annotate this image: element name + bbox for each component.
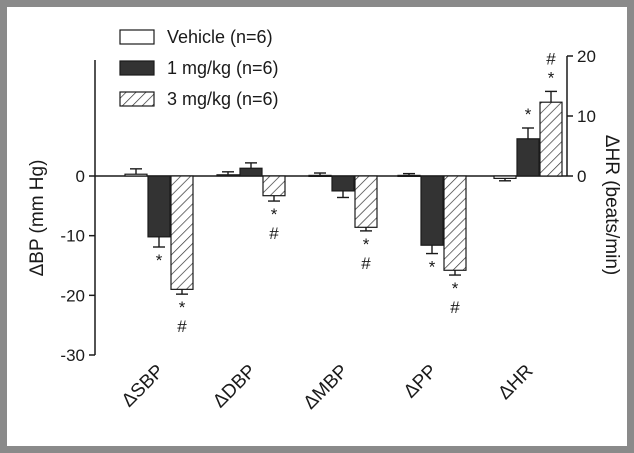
left-axis-tick-label: -20 [60, 286, 85, 305]
legend-swatch [119, 29, 155, 45]
significance-marker: * [548, 68, 555, 87]
category-label: ΔMBP [300, 361, 353, 414]
category-label: ΔHR [494, 361, 537, 404]
significance-marker: * [525, 105, 532, 124]
significance-marker: # [546, 49, 556, 68]
bar [239, 167, 263, 177]
left-axis-tick-label: 0 [76, 167, 85, 186]
left-axis-tick-label: -10 [60, 227, 85, 246]
bar [493, 175, 517, 180]
legend-label: 3 mg/kg (n=6) [167, 89, 279, 109]
legend-swatch [119, 91, 155, 107]
legend-label: 1 mg/kg (n=6) [167, 58, 279, 78]
category-label: ΔDBP [209, 361, 260, 412]
bar [516, 138, 540, 177]
significance-marker: # [177, 317, 187, 336]
significance-marker: * [429, 258, 436, 277]
significance-marker: # [450, 298, 460, 317]
bar [539, 101, 563, 177]
bar [170, 175, 194, 290]
y-axis-label: ΔBP (mm Hg) [27, 160, 48, 277]
bar [331, 175, 355, 192]
legend-swatch [119, 60, 155, 76]
significance-marker: * [363, 235, 370, 254]
y2-axis-label: ΔHR (beats/min) [601, 135, 622, 275]
right-axis-tick-label: 0 [577, 167, 586, 186]
right-axis-tick-label: 10 [577, 107, 596, 126]
legend-label: Vehicle (n=6) [167, 27, 273, 47]
bar [216, 174, 240, 177]
significance-marker: # [269, 224, 279, 243]
significance-marker: * [271, 205, 278, 224]
category-label: ΔPP [400, 361, 442, 403]
bar [420, 175, 444, 246]
bar [443, 175, 467, 271]
category-label: ΔSBP [118, 361, 169, 412]
left-axis-tick-label: -30 [60, 346, 85, 365]
bar [147, 175, 171, 238]
significance-marker: # [361, 254, 371, 273]
right-axis-tick-label: 20 [577, 47, 596, 66]
significance-marker: * [179, 298, 186, 317]
significance-marker: * [452, 279, 459, 298]
significance-marker: * [156, 251, 163, 270]
bar [262, 175, 286, 197]
bar [397, 174, 421, 178]
bar [124, 173, 148, 177]
bar [354, 175, 378, 228]
bar [308, 174, 332, 178]
